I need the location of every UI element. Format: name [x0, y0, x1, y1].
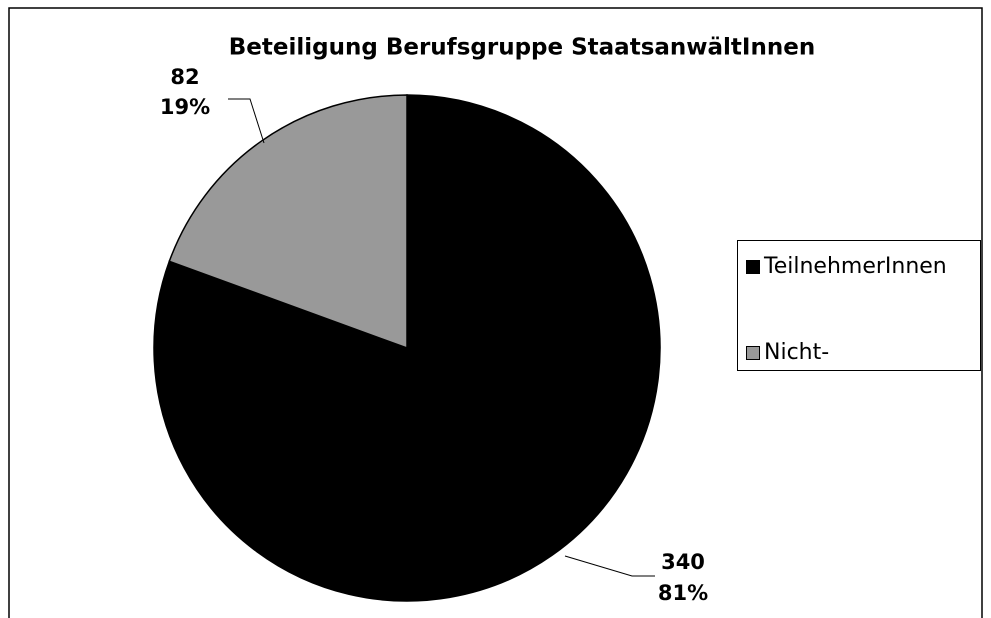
data-label: 82: [170, 65, 199, 89]
leader-line: [564, 555, 655, 577]
pie-slice: [168, 94, 408, 350]
percent-label: 81%: [658, 581, 708, 605]
legend-label: Nicht-: [764, 340, 830, 365]
legend-swatch: [746, 260, 760, 274]
legend-label: TeilnehmerInnen: [764, 254, 947, 279]
legend-item: TeilnehmerInnen: [746, 251, 972, 283]
data-label: 340: [661, 550, 705, 574]
legend-item: Nicht-: [746, 337, 972, 369]
leader-line: [228, 98, 265, 144]
legend-swatch: [746, 346, 760, 360]
chart-title: Beteiligung Berufsgruppe StaatsanwältInn…: [229, 35, 815, 61]
legend: TeilnehmerInnen Nicht-: [737, 240, 981, 371]
percent-label: 19%: [160, 95, 210, 119]
